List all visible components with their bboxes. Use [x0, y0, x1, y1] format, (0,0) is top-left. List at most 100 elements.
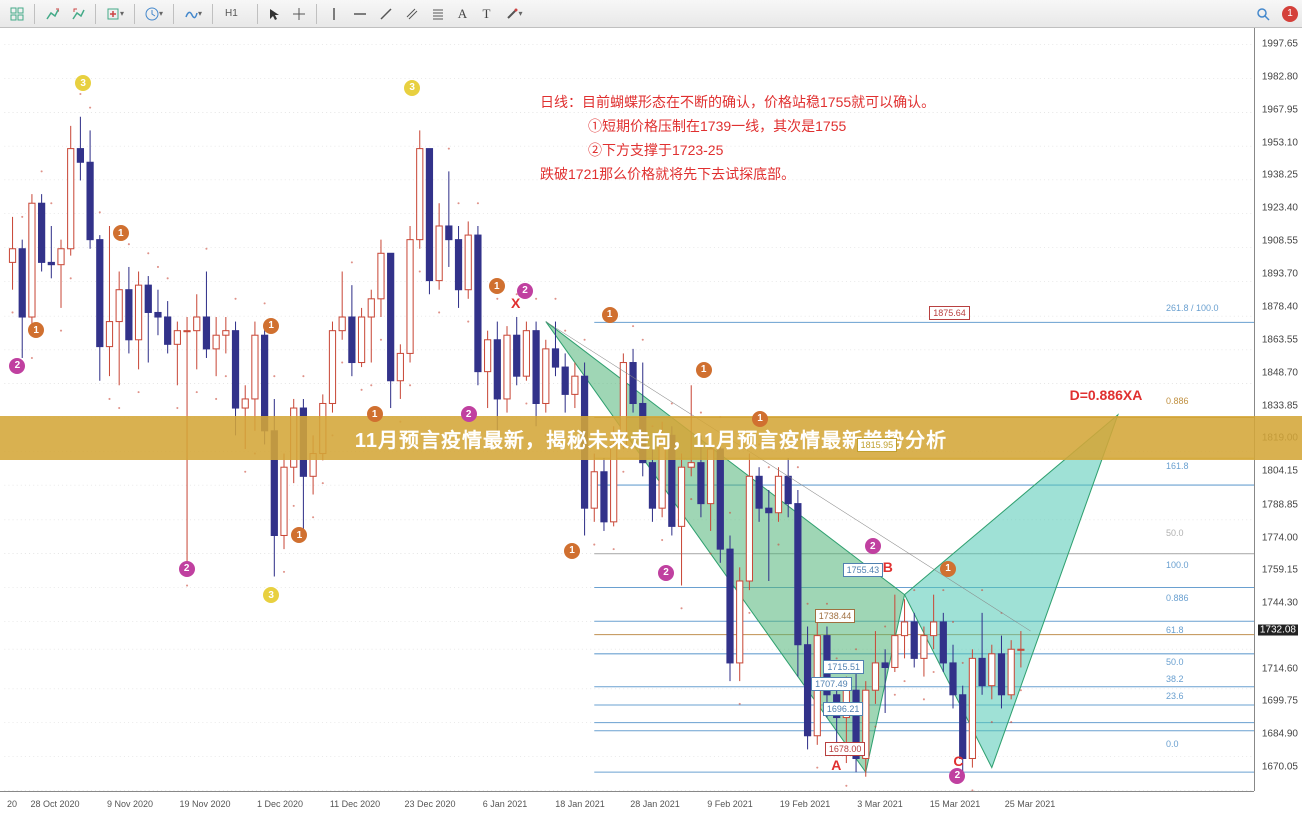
ytick: 1833.85 [1262, 400, 1298, 411]
ytick: 1774.00 [1262, 532, 1298, 543]
wave-marker: 1 [696, 362, 712, 378]
text-a-icon[interactable]: A [452, 3, 474, 25]
chart-next-icon[interactable] [40, 3, 64, 25]
fib-label: 161.8 [1166, 461, 1189, 471]
text-t-icon[interactable]: T [476, 3, 498, 25]
grid-icon[interactable] [5, 3, 29, 25]
x-axis: 20 28 Oct 2020 9 Nov 2020 19 Nov 2020 1 Dec … [0, 791, 1254, 815]
wave-marker: 3 [404, 80, 420, 96]
price-tag: 1875.64 [929, 306, 970, 320]
xtick: 9 Feb 2021 [707, 799, 753, 809]
price-tag: 1715.51 [823, 660, 864, 674]
xtick: 3 Mar 2021 [857, 799, 903, 809]
xtick: 18 Jan 2021 [555, 799, 605, 809]
ytick: 1923.40 [1262, 203, 1298, 214]
xtick: 1 Dec 2020 [257, 799, 303, 809]
price-tag: 1696.21 [823, 702, 864, 716]
channel-icon[interactable] [400, 3, 424, 25]
wave-marker: 2 [517, 283, 533, 299]
ytick: 1878.40 [1262, 302, 1298, 313]
wave-marker: 1 [489, 278, 505, 294]
overlay-banner: 11月预言疫情最新，揭秘未来走向，11月预言疫情最新趋势分析 [0, 416, 1302, 460]
fib-label: 61.8 [1166, 625, 1184, 635]
xtick: 15 Mar 2021 [930, 799, 981, 809]
fib-label: 0.886 [1166, 396, 1189, 406]
wave-marker: 2 [658, 565, 674, 581]
ytick: 1982.80 [1262, 71, 1298, 82]
fib-label: 50.0 [1166, 657, 1184, 667]
ytick: 1804.15 [1262, 466, 1298, 477]
fib-label: 0.0 [1166, 739, 1179, 749]
wave-marker: 1 [940, 561, 956, 577]
fib-label: 261.8 / 100.0 [1166, 303, 1219, 313]
wave-marker: 1 [564, 543, 580, 559]
pattern-point-A: A [831, 757, 841, 773]
price-tag: 1815.95 [857, 438, 898, 452]
fib-label: 50.0 [1166, 528, 1184, 538]
y-axis: 1997.65 1982.80 1967.95 1953.10 1938.25 1923.… [1254, 28, 1302, 791]
fib-label: 100.0 [1166, 560, 1189, 570]
analysis-annotation: 日线：目前蝴蝶形态在不断的确认，价格站稳1755就可以确认。①短期价格压制在17… [540, 90, 935, 186]
wave-marker: 1 [113, 225, 129, 241]
xtick: 19 Nov 2020 [179, 799, 230, 809]
fib-icon[interactable] [426, 3, 450, 25]
toolbar: ▾ ▾ ▾ M1M5M15M30H1H4D1W1MN A T ▾ 1 [0, 0, 1302, 28]
xtick: 28 Oct 2020 [30, 799, 79, 809]
xtick: 28 Jan 2021 [630, 799, 680, 809]
timeframe-H1[interactable]: H1 [218, 3, 245, 25]
ytick: 1744.30 [1262, 598, 1298, 609]
chart-area[interactable]: 1997.65 1982.80 1967.95 1953.10 1938.25 1923.… [0, 28, 1302, 815]
xtick: 6 Jan 2021 [483, 799, 528, 809]
indicator-icon[interactable]: ▾ [179, 3, 207, 25]
ytick: 1759.15 [1262, 565, 1298, 576]
price-tag: 1707.49 [811, 677, 852, 691]
wave-marker: 1 [752, 411, 768, 427]
crosshair-icon[interactable] [287, 3, 311, 25]
ytick: 1953.10 [1262, 137, 1298, 148]
ytick: 1732.08 [1258, 625, 1298, 636]
fib-label: 38.2 [1166, 674, 1184, 684]
ytick: 1699.75 [1262, 696, 1298, 707]
price-tag: 1755.43 [843, 563, 884, 577]
wand-icon[interactable]: ▾ [500, 3, 528, 25]
ytick: 1967.95 [1262, 104, 1298, 115]
wave-marker: 1 [602, 307, 618, 323]
fib-label: 0.886 [1166, 593, 1189, 603]
wave-marker: 2 [461, 406, 477, 422]
pattern-D-label: D=0.886XA [1070, 387, 1143, 403]
ytick: 1997.65 [1262, 39, 1298, 50]
ytick: 1788.85 [1262, 499, 1298, 510]
wave-marker: 2 [9, 358, 25, 374]
ytick: 1938.25 [1262, 170, 1298, 181]
ytick: 1863.55 [1262, 335, 1298, 346]
new-order-icon[interactable]: ▾ [101, 3, 129, 25]
ytick: 1908.55 [1262, 235, 1298, 246]
wave-marker: 1 [263, 318, 279, 334]
fib-label: 23.6 [1166, 691, 1184, 701]
trendline-icon[interactable] [374, 3, 398, 25]
price-tag: 1738.44 [815, 609, 856, 623]
xtick: 25 Mar 2021 [1005, 799, 1056, 809]
ytick: 1714.60 [1262, 663, 1298, 674]
ytick: 1848.70 [1262, 367, 1298, 378]
wave-marker: 2 [179, 561, 195, 577]
xtick: 11 Dec 2020 [330, 799, 380, 809]
alert-badge[interactable]: 1 [1282, 6, 1298, 22]
wave-marker: 1 [367, 406, 383, 422]
hline-icon[interactable] [348, 3, 372, 25]
xtick: 23 Dec 2020 [404, 799, 455, 809]
search-icon[interactable] [1251, 3, 1275, 25]
ytick: 1684.90 [1262, 729, 1298, 740]
pattern-point-C: C [953, 753, 963, 769]
xtick: 20 [7, 799, 17, 809]
xtick: 9 Nov 2020 [107, 799, 153, 809]
vline-icon[interactable] [322, 3, 346, 25]
ytick: 1670.05 [1262, 762, 1298, 773]
pattern-point-B: B [883, 559, 893, 575]
price-tag: 1678.00 [825, 742, 866, 756]
clock-icon[interactable]: ▾ [140, 3, 168, 25]
ytick: 1893.70 [1262, 268, 1298, 279]
xtick: 19 Feb 2021 [780, 799, 831, 809]
cursor-icon[interactable] [263, 3, 285, 25]
chart-prev-icon[interactable] [66, 3, 90, 25]
